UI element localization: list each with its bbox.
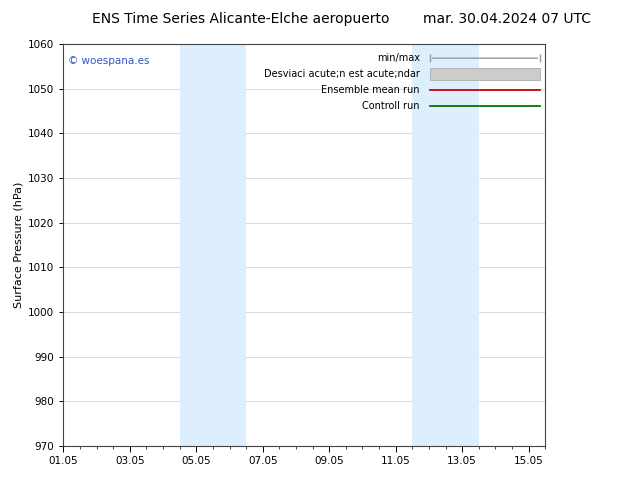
Text: mar. 30.04.2024 07 UTC: mar. 30.04.2024 07 UTC [424, 12, 591, 26]
Bar [412, 44, 479, 446]
Bar [179, 44, 246, 446]
Text: Controll run: Controll run [363, 101, 420, 111]
Text: ENS Time Series Alicante-Elche aeropuerto: ENS Time Series Alicante-Elche aeropuert… [92, 12, 390, 26]
Y-axis label: Surface Pressure (hPa): Surface Pressure (hPa) [14, 182, 24, 308]
Text: Ensemble mean run: Ensemble mean run [321, 85, 420, 96]
Text: © woespana.es: © woespana.es [68, 56, 150, 66]
Text: min/max: min/max [377, 53, 420, 63]
Bar [430, 68, 540, 80]
Text: Desviaci acute;n est acute;ndar: Desviaci acute;n est acute;ndar [264, 69, 420, 79]
